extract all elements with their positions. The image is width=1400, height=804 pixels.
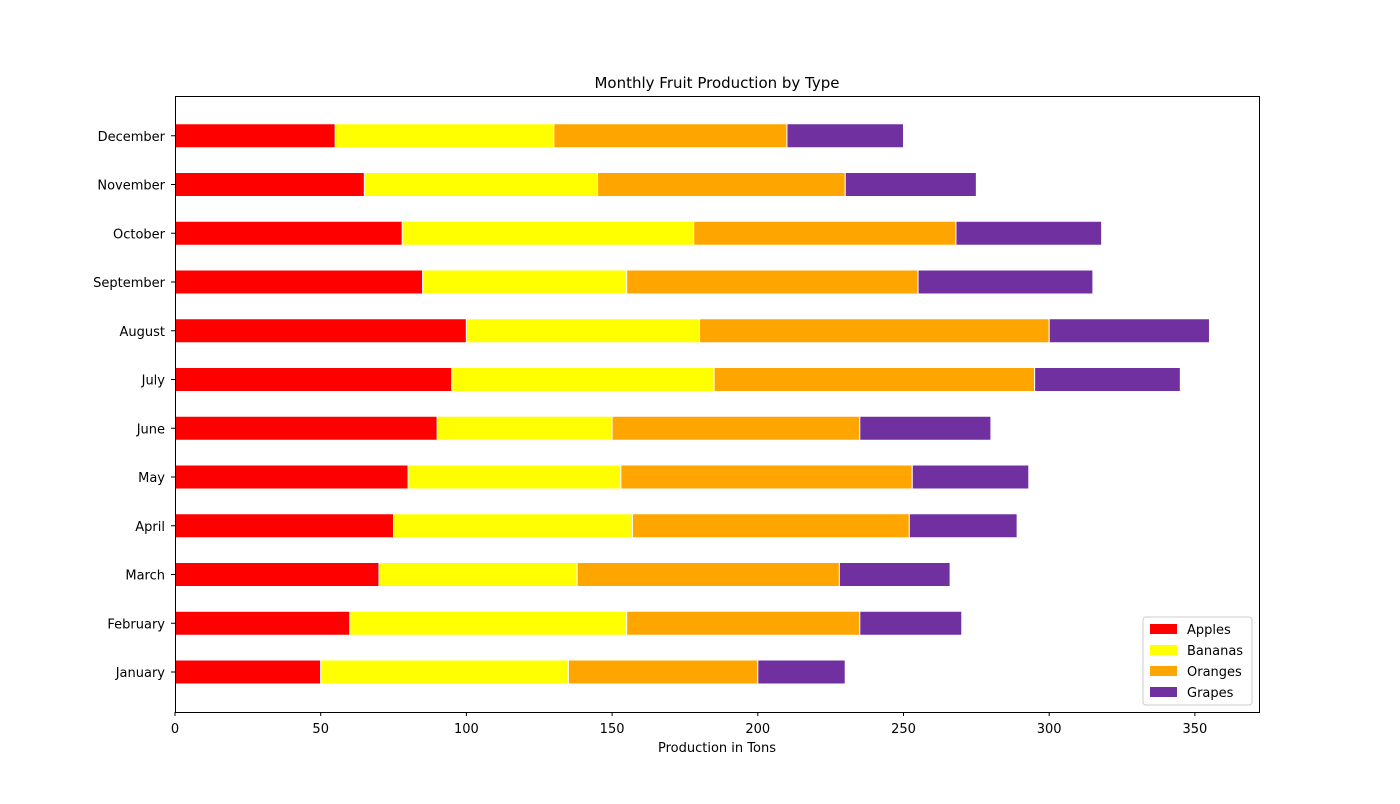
x-tick-label-300: 300 xyxy=(1037,722,1062,737)
x-tick-label-150: 150 xyxy=(600,722,625,737)
bar-apples-december xyxy=(174,123,336,149)
y-tick-label-october: October xyxy=(113,227,166,242)
y-tick-label-may: May xyxy=(138,471,165,486)
bar-bananas-march xyxy=(378,562,578,587)
bar-grapes-june xyxy=(859,415,992,441)
bar-oranges-july xyxy=(713,367,1036,392)
bar-bananas-july xyxy=(451,367,715,392)
bar-grapes-august xyxy=(1048,318,1210,344)
bar-bananas-december xyxy=(334,123,555,149)
bar-apples-march xyxy=(174,562,380,587)
bar-bananas-august xyxy=(465,318,701,344)
x-axis: 0 50 100 150 200 250 300 350 xyxy=(171,712,1207,737)
y-tick-label-january: January xyxy=(115,666,166,681)
y-tick-label-november: November xyxy=(97,179,165,194)
bar-oranges-march xyxy=(576,562,840,587)
legend-swatch-grapes xyxy=(1150,687,1177,697)
legend-box xyxy=(1142,616,1253,706)
bar-bananas-june xyxy=(436,415,613,441)
bar-grapes-september xyxy=(917,269,1094,295)
bar-grapes-december xyxy=(786,123,904,149)
plot-frame xyxy=(175,96,1260,713)
legend-label-oranges: Oranges xyxy=(1187,665,1242,680)
bar-apples-august xyxy=(174,318,467,344)
bar-bananas-november xyxy=(363,172,599,197)
bar-grapes-november xyxy=(844,172,977,197)
bar-bananas-may xyxy=(407,464,622,490)
bar-apples-november xyxy=(174,172,365,197)
y-tick-label-april: April xyxy=(135,520,165,535)
y-axis: January February March April May June July Augu… xyxy=(93,130,175,681)
bar-oranges-december xyxy=(553,123,788,149)
x-tick-label-200: 200 xyxy=(745,722,770,737)
bar-oranges-november xyxy=(597,172,846,197)
bar-oranges-september xyxy=(626,269,919,295)
legend-label-apples: Apples xyxy=(1187,623,1231,638)
y-tick-label-february: February xyxy=(107,617,165,632)
y-tick-label-december: December xyxy=(98,130,166,145)
legend-label-grapes: Grapes xyxy=(1187,686,1234,701)
bar-apples-october xyxy=(174,220,403,246)
bars-layer xyxy=(174,123,1210,685)
y-tick-label-june: June xyxy=(136,422,165,437)
bar-bananas-september xyxy=(422,269,628,295)
legend: Apples Bananas Oranges Grapes xyxy=(1142,616,1253,706)
y-tick-label-march: March xyxy=(125,569,165,584)
legend-label-bananas: Bananas xyxy=(1187,644,1243,659)
legend-swatch-bananas xyxy=(1150,645,1177,655)
bar-oranges-october xyxy=(693,220,957,246)
bar-apples-july xyxy=(174,367,453,392)
x-tick-label-0: 0 xyxy=(171,722,179,737)
bar-oranges-february xyxy=(626,610,861,636)
bar-oranges-april xyxy=(631,513,910,539)
bar-grapes-july xyxy=(1034,367,1181,392)
y-tick-label-july: July xyxy=(141,374,166,389)
bar-apples-february xyxy=(174,610,351,636)
bar-bananas-april xyxy=(393,513,633,539)
bar-grapes-october xyxy=(955,220,1103,246)
bar-grapes-february xyxy=(859,610,963,636)
bar-bananas-january xyxy=(320,659,569,685)
x-tick-label-50: 50 xyxy=(312,722,329,737)
x-tick-label-100: 100 xyxy=(454,722,479,737)
bar-bananas-february xyxy=(349,610,628,636)
x-tick-label-250: 250 xyxy=(891,722,916,737)
bar-oranges-january xyxy=(567,659,759,685)
y-tick-label-september: September xyxy=(93,276,166,291)
y-tick-label-august: August xyxy=(120,325,166,340)
bar-apples-april xyxy=(174,513,395,539)
bar-apples-june xyxy=(174,415,438,441)
bar-grapes-march xyxy=(838,562,951,587)
bar-oranges-may xyxy=(620,464,913,490)
bar-apples-january xyxy=(174,659,322,685)
bar-oranges-june xyxy=(611,415,861,441)
bar-apples-september xyxy=(174,269,424,295)
bar-grapes-april xyxy=(908,513,1018,539)
x-tick-label-350: 350 xyxy=(1182,722,1207,737)
bar-bananas-october xyxy=(401,220,695,246)
x-axis-label: Production in Tons xyxy=(658,741,776,756)
legend-swatch-oranges xyxy=(1150,666,1177,676)
bar-grapes-may xyxy=(911,464,1030,490)
bar-apples-may xyxy=(174,464,409,490)
bar-oranges-august xyxy=(699,318,1050,344)
legend-swatch-apples xyxy=(1150,624,1177,634)
chart-title: Monthly Fruit Production by Type xyxy=(594,74,839,92)
bar-grapes-january xyxy=(757,659,846,685)
